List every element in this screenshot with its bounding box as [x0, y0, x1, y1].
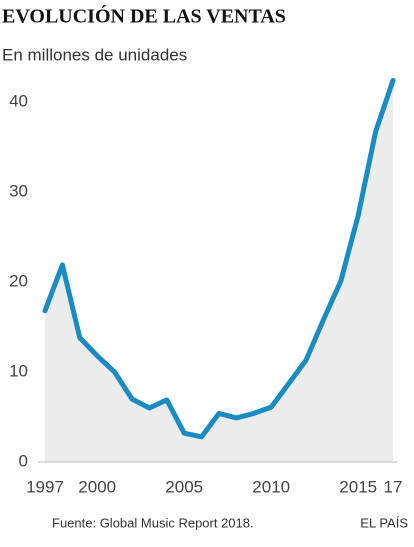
x-tick-label: 2010	[252, 477, 290, 496]
y-tick-label: 10	[9, 361, 28, 380]
x-tick-label: 1997	[26, 477, 64, 496]
x-tick-label: 2000	[78, 477, 116, 496]
chart-title: EVOLUCIÓN DE LAS VENTAS	[2, 4, 286, 28]
line	[42, 77, 396, 440]
y-tick-label: 30	[9, 181, 28, 200]
y-tick-label: 20	[9, 271, 28, 290]
x-tick-label: 2015	[339, 477, 377, 496]
x-tick-label: 2005	[165, 477, 203, 496]
source: Fuente: Global Music Report 2018.	[52, 515, 254, 530]
y-tick-label: 0	[19, 451, 28, 470]
publisher: EL PAÍS	[360, 515, 408, 530]
chart-subtitle: En millones de unidades	[2, 45, 187, 64]
y-tick-label: 40	[9, 91, 28, 110]
area	[45, 80, 393, 463]
x-tick-label: 17	[384, 477, 403, 496]
